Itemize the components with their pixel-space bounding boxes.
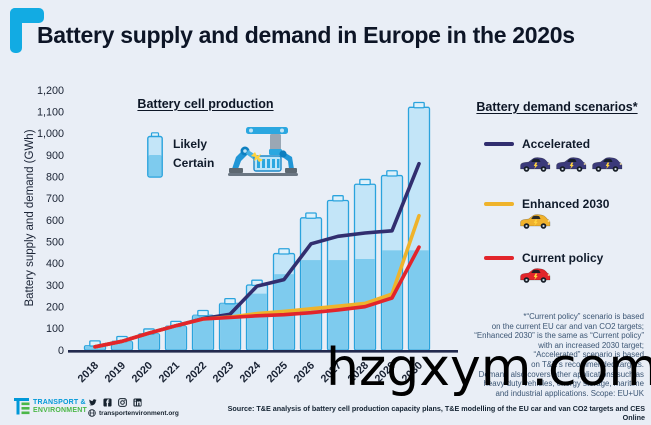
legend-item-accelerated: Accelerated bbox=[484, 137, 590, 151]
y-tick-1,000: 1,000 bbox=[37, 128, 64, 140]
brand-environment: ENVIRONMENT bbox=[33, 407, 87, 414]
y-tick-1,100: 1,100 bbox=[37, 106, 64, 118]
bar-certain-2024 bbox=[247, 293, 267, 350]
bar-certain-2020 bbox=[139, 333, 159, 350]
x-tick-2018: 2018 bbox=[76, 360, 101, 385]
x-tick-2023: 2023 bbox=[211, 360, 236, 385]
production-legend-title: Battery cell production bbox=[137, 97, 274, 111]
bar-certain-2030 bbox=[409, 250, 429, 350]
y-tick-300: 300 bbox=[46, 280, 64, 292]
x-tick-2024: 2024 bbox=[238, 360, 263, 385]
y-tick-100: 100 bbox=[46, 323, 64, 335]
legend-item-enhanced-2030: Enhanced 2030 bbox=[484, 197, 609, 211]
accelerated-label: Accelerated bbox=[522, 137, 591, 151]
current-policy-car-icon bbox=[519, 265, 551, 284]
x-tick-2021: 2021 bbox=[157, 360, 182, 385]
y-tick-600: 600 bbox=[46, 215, 64, 227]
bar-cap-2023 bbox=[224, 297, 236, 305]
brand-transport: TRANSPORT & bbox=[33, 399, 86, 406]
car-icon bbox=[520, 214, 551, 229]
x-tick-2019: 2019 bbox=[103, 360, 128, 385]
twitter-icon[interactable] bbox=[88, 398, 97, 407]
car-icon bbox=[556, 157, 587, 172]
car-icon bbox=[520, 157, 551, 172]
bar-certain-2021 bbox=[166, 326, 186, 350]
y-tick-500: 500 bbox=[46, 236, 64, 248]
certain-label: Certain bbox=[173, 156, 215, 170]
bar-cap-2028 bbox=[359, 178, 371, 186]
y-tick-800: 800 bbox=[46, 171, 64, 183]
handle-text: transportenvironment.org bbox=[99, 409, 179, 417]
car-icon bbox=[592, 157, 623, 172]
y-tick-1,200: 1,200 bbox=[37, 85, 64, 97]
x-tick-2020: 2020 bbox=[130, 360, 155, 385]
instagram-icon[interactable] bbox=[118, 398, 127, 407]
legend-item-current-policy: Current policy bbox=[484, 251, 603, 265]
bar-cap-2029 bbox=[386, 170, 398, 177]
x-tick-2022: 2022 bbox=[184, 360, 209, 385]
y-tick-400: 400 bbox=[46, 258, 64, 270]
line-current-policy bbox=[93, 245, 421, 349]
bar-cap-2030 bbox=[413, 101, 425, 109]
facebook-icon[interactable] bbox=[103, 398, 112, 407]
enhanced-line-swatch bbox=[484, 202, 514, 206]
x-tick-2025: 2025 bbox=[265, 360, 290, 385]
accelerated-line-swatch bbox=[484, 142, 514, 146]
y-tick-200: 200 bbox=[46, 301, 64, 313]
bar-cap-2027 bbox=[332, 195, 344, 202]
demand-legend-title: Battery demand scenarios* bbox=[476, 100, 638, 114]
bar-certain-2019 bbox=[112, 341, 132, 350]
current-policy-label: Current policy bbox=[522, 251, 604, 265]
bar-cap-2022 bbox=[197, 309, 209, 317]
car-icon bbox=[520, 268, 551, 283]
bar-certain-2026 bbox=[301, 260, 321, 350]
y-tick-0: 0 bbox=[58, 345, 64, 357]
y-tick-900: 900 bbox=[46, 150, 64, 162]
source-note: Source: T&E analysis of battery cell pro… bbox=[227, 404, 645, 422]
bar-cap-2026 bbox=[305, 212, 317, 219]
linkedin-icon[interactable] bbox=[133, 398, 142, 407]
y-tick-700: 700 bbox=[46, 193, 64, 205]
enhanced-car-icon bbox=[519, 211, 551, 230]
corner-bracket-icon bbox=[10, 8, 44, 53]
bar-cap-2025 bbox=[278, 248, 290, 255]
battery-legend-icon bbox=[147, 132, 163, 178]
scenario-footnote: *“Current policy” scenario is based on t… bbox=[474, 312, 644, 398]
page-title: Battery supply and demand in Europe in t… bbox=[37, 22, 575, 48]
current-policy-line-swatch bbox=[484, 256, 514, 260]
factory-robot-illustration bbox=[228, 127, 298, 176]
enhanced-label: Enhanced 2030 bbox=[522, 197, 610, 211]
bar-certain-2022 bbox=[193, 315, 213, 350]
globe-icon bbox=[88, 409, 96, 417]
accelerated-cars-icon bbox=[519, 154, 623, 173]
likely-label: Likely bbox=[173, 137, 208, 151]
te-logo bbox=[14, 398, 30, 415]
website-handle[interactable]: transportenvironment.org bbox=[88, 409, 179, 417]
bar-certain-2023 bbox=[220, 303, 240, 350]
social-icons bbox=[88, 398, 142, 407]
